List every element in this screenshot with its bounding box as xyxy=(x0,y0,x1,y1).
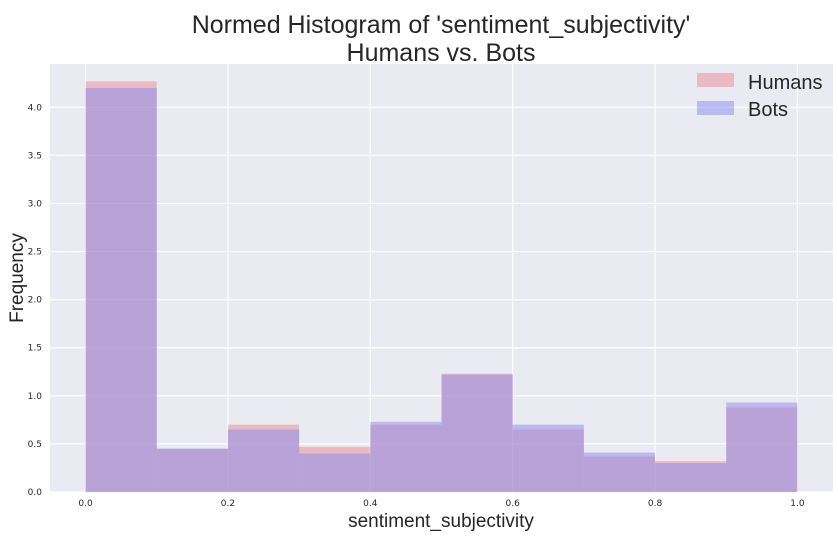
bar-bots-2 xyxy=(227,429,300,492)
legend-label-humans: Humans xyxy=(748,72,822,94)
bar-bots-6 xyxy=(512,424,584,492)
x-tick-label: 1.0 xyxy=(790,499,805,509)
y-tick-label: 4.0 xyxy=(28,103,43,113)
y-tick-label: 2.5 xyxy=(28,248,42,258)
bar-bots-8 xyxy=(655,463,727,492)
bar-bots-4 xyxy=(370,421,442,492)
y-tick-label: 1.0 xyxy=(28,392,43,402)
legend-swatch-humans xyxy=(697,73,734,87)
bar-bots-1 xyxy=(156,448,228,492)
legend-label-bots: Bots xyxy=(748,99,788,121)
legend-swatch-bots xyxy=(697,101,734,115)
y-tick-label: 3.0 xyxy=(28,199,43,209)
tick-labels: 0.0 0.2 0.4 0.6 0.8 1.0 0.0 0.5 1.0 1.5 2.0 2.5 3.0 3… xyxy=(28,103,805,509)
x-tick-label: 0.2 xyxy=(221,499,235,509)
y-tick-label: 3.5 xyxy=(28,151,42,161)
grid-lines xyxy=(50,64,833,493)
chart-title-line-1: Normed Histogram of 'sentiment_subjectiv… xyxy=(192,11,691,39)
legend: Humans Bots xyxy=(697,72,822,121)
bar-bots-0 xyxy=(85,88,157,492)
x-tick-label: 0.6 xyxy=(506,499,521,509)
bar-bots-5 xyxy=(441,374,513,492)
y-tick-label: 2.0 xyxy=(28,296,43,306)
histogram-bars xyxy=(85,81,798,492)
chart-title-line-2: Humans vs. Bots xyxy=(347,39,536,67)
x-tick-label: 0.4 xyxy=(363,499,378,509)
x-axis-label: sentiment_subjectivity xyxy=(348,511,534,532)
y-tick-label: 1.5 xyxy=(28,344,42,354)
x-tick-label: 0.0 xyxy=(78,499,93,509)
y-axis-label: Frequency xyxy=(7,233,28,323)
y-tick-label: 0.0 xyxy=(28,488,43,498)
bar-bots-7 xyxy=(583,452,656,492)
bar-bots-9 xyxy=(726,402,798,492)
x-tick-label: 0.8 xyxy=(648,499,663,509)
bar-bots-3 xyxy=(299,453,371,492)
y-tick-label: 0.5 xyxy=(28,440,42,450)
